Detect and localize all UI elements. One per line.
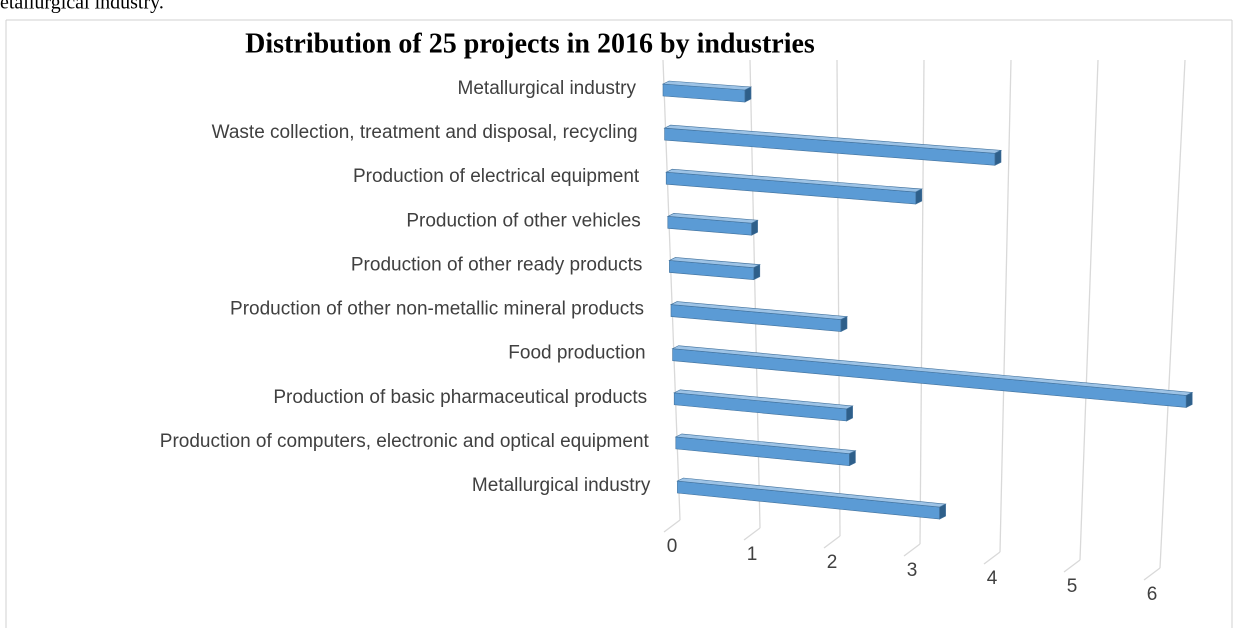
x-tick-label: 3 — [907, 560, 918, 581]
bar-face — [846, 405, 853, 422]
y-tick-label: Production of other ready products — [351, 254, 643, 275]
y-tick-label: Production of electrical equipment — [353, 166, 640, 187]
bar-face — [994, 149, 1002, 166]
bar-face — [915, 188, 923, 205]
grid-line — [983, 551, 1001, 565]
header-fragment: etallurgical industry. — [0, 0, 164, 14]
grid-line — [1143, 567, 1161, 581]
y-tick-label: Production of other non-metallic mineral… — [230, 299, 644, 320]
bar — [665, 168, 923, 205]
grid-line — [919, 59, 925, 545]
bar — [674, 433, 857, 467]
bar-face — [671, 345, 1194, 396]
y-tick-label: Food production — [508, 343, 645, 364]
bar — [676, 477, 947, 520]
grid-line — [903, 543, 921, 557]
x-tick-label: 2 — [827, 552, 838, 573]
bar-face — [849, 450, 856, 467]
x-tick-label: 4 — [987, 568, 998, 589]
grid-line — [823, 535, 841, 549]
x-tick-label: 0 — [667, 536, 678, 557]
bar-face — [744, 86, 752, 103]
y-tick-label: Metallurgical industry — [472, 475, 651, 496]
grid-line — [663, 519, 681, 533]
bar-face — [673, 392, 847, 422]
grid-line — [1159, 59, 1186, 569]
chart-title: Distribution of 25 projects in 2016 by i… — [245, 28, 815, 59]
y-tick-label: Production of basic pharmaceutical produ… — [273, 387, 647, 408]
bar — [661, 80, 753, 103]
bar-face — [751, 219, 758, 236]
x-tick-label: 5 — [1067, 576, 1078, 597]
bar — [669, 301, 849, 333]
grid-line — [1063, 559, 1081, 573]
grid-line — [743, 527, 761, 541]
bar-face — [840, 316, 848, 333]
grid-line — [1079, 59, 1099, 561]
bar — [668, 257, 761, 281]
bar-face — [753, 264, 761, 281]
y-tick-label: Metallurgical industry — [458, 78, 637, 99]
bar — [671, 345, 1194, 408]
grid-line — [999, 59, 1012, 553]
bar-face — [939, 503, 946, 520]
bar-face — [1185, 391, 1193, 408]
bar — [663, 124, 1003, 166]
grid-line — [749, 59, 761, 529]
x-tick-label: 1 — [747, 544, 758, 565]
y-tick-label: Waste collection, treatment and disposal… — [212, 122, 638, 143]
bar — [673, 389, 854, 422]
y-tick-label: Production of computers, electronic and … — [160, 431, 650, 452]
x-tick-label: 6 — [1147, 584, 1158, 605]
bar — [666, 213, 759, 236]
y-tick-label: Production of other vehicles — [406, 210, 640, 231]
